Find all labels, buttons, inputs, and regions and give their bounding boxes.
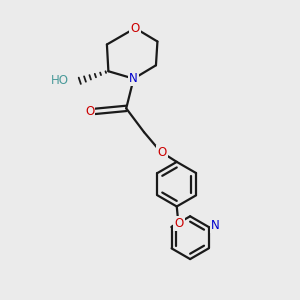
Text: N: N bbox=[129, 72, 138, 85]
Text: O: O bbox=[130, 22, 140, 34]
Text: O: O bbox=[85, 105, 94, 118]
Text: HO: HO bbox=[51, 74, 69, 87]
Text: O: O bbox=[174, 217, 184, 230]
Text: O: O bbox=[157, 146, 167, 160]
Text: N: N bbox=[211, 219, 220, 232]
